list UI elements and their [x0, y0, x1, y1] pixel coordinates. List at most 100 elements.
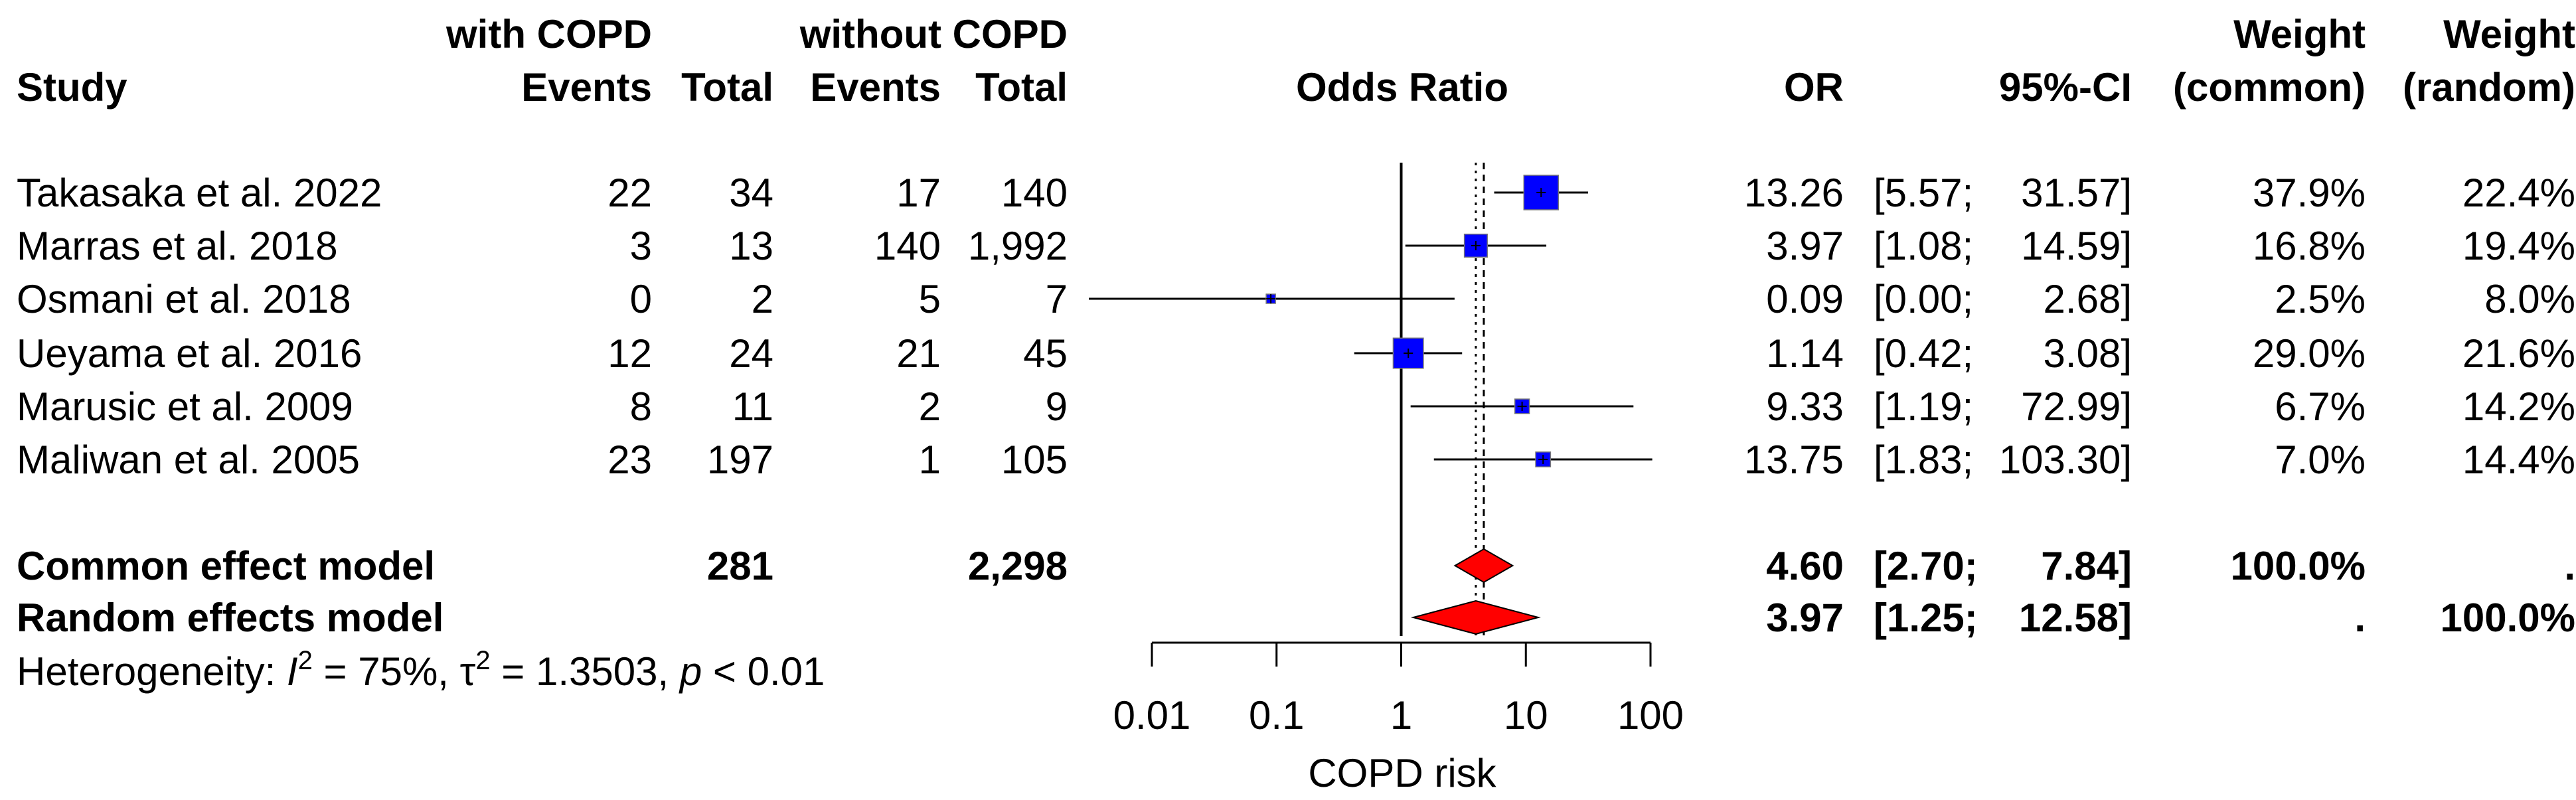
- ci-lower: [1.08;: [1874, 224, 1973, 268]
- events-with: 3: [630, 224, 652, 268]
- pooled-total-without: 2,298: [968, 544, 1068, 588]
- x-axis-label: COPD risk: [1308, 751, 1496, 795]
- weight-random: 14.4%: [2462, 438, 2575, 482]
- weight-common: 29.0%: [2253, 331, 2366, 376]
- events-without: 1: [919, 438, 941, 482]
- pooled-or-value: 3.97: [1766, 596, 1844, 640]
- total-with: 11: [732, 384, 773, 429]
- total-with: 13: [729, 224, 773, 268]
- ci-upper: 3.08]: [2044, 331, 2132, 376]
- events-with: 12: [607, 331, 652, 376]
- header-weight-common-line1: Weight: [2233, 12, 2366, 56]
- total-with: 197: [707, 438, 773, 482]
- x-tick-label: 100: [1617, 693, 1684, 738]
- pooled-weight-common: 100.0%: [2231, 544, 2366, 588]
- study-name: Maliwan et al. 2005: [17, 438, 360, 482]
- total-without: 140: [1001, 171, 1068, 215]
- events-with: 22: [607, 171, 652, 215]
- weight-common: 37.9%: [2253, 171, 2366, 215]
- header-events-without: Events: [810, 65, 941, 110]
- total-without: 7: [1046, 277, 1068, 321]
- header-study: Study: [17, 65, 127, 110]
- events-without: 21: [896, 331, 941, 376]
- total-with: 34: [729, 171, 773, 215]
- study-name: Osmani et al. 2018: [17, 277, 351, 321]
- pooled-weight-random: 100.0%: [2441, 596, 2576, 640]
- study-name: Ueyama et al. 2016: [17, 331, 362, 376]
- study-name: Marusic et al. 2009: [17, 384, 353, 429]
- pooled-ci-lower: [2.70;: [1874, 544, 1978, 588]
- x-tick-label: 1: [1390, 693, 1412, 738]
- header-weight-random: (random): [2403, 65, 2575, 110]
- or-value: 0.09: [1766, 277, 1844, 321]
- or-value: 1.14: [1766, 331, 1844, 376]
- pooled-ci-upper: 12.58]: [2019, 596, 2132, 640]
- header-with-copd: with COPD: [445, 12, 652, 56]
- heterogeneity-text: Heterogeneity: I2 = 75%, τ2 = 1.3503, p …: [17, 646, 825, 694]
- weight-random: 21.6%: [2462, 331, 2575, 376]
- ci-lower: [1.19;: [1874, 384, 1973, 429]
- table-rows: Takasaka et al. 2022 22 34 17 140 13.26 [5.57;…: [17, 171, 2575, 738]
- events-with: 23: [607, 438, 652, 482]
- ci-lower: [5.57;: [1874, 171, 1973, 215]
- weight-common: 2.5%: [2275, 277, 2366, 321]
- pooled-total-with: 281: [707, 544, 773, 588]
- x-tick-label: 0.1: [1249, 693, 1304, 738]
- header-weight-common: (common): [2173, 65, 2366, 110]
- header-ci: 95%-CI: [1999, 65, 2132, 110]
- ci-lower: [0.42;: [1874, 331, 1973, 376]
- pooled-diamond: [1410, 600, 1541, 635]
- weight-random: 22.4%: [2462, 171, 2575, 215]
- events-with: 0: [630, 277, 652, 321]
- or-value: 3.97: [1766, 224, 1844, 268]
- x-tick-label: 0.01: [1113, 693, 1191, 738]
- events-without: 140: [874, 224, 941, 268]
- events-with: 8: [630, 384, 652, 429]
- ci-upper: 14.59]: [2021, 224, 2132, 268]
- ci-upper: 103.30]: [1999, 438, 2132, 482]
- or-value: 9.33: [1766, 384, 1844, 429]
- weight-common: 16.8%: [2253, 224, 2366, 268]
- pooled-diamond: [1453, 548, 1514, 584]
- or-value: 13.26: [1744, 171, 1844, 215]
- ci-lower: [1.83;: [1874, 438, 1973, 482]
- header-without-copd: without COPD: [799, 12, 1068, 56]
- ci-upper: 31.57]: [2021, 171, 2132, 215]
- ci-upper: 2.68]: [2044, 277, 2132, 321]
- weight-common: 7.0%: [2275, 438, 2366, 482]
- study-name: Marras et al. 2018: [17, 224, 338, 268]
- total-without: 1,992: [968, 224, 1068, 268]
- ci-upper: 72.99]: [2021, 384, 2132, 429]
- weight-random: 14.2%: [2462, 384, 2575, 429]
- weight-random: 8.0%: [2484, 277, 2575, 321]
- events-without: 17: [896, 171, 941, 215]
- or-value: 13.75: [1744, 438, 1844, 482]
- pooled-ci-upper: 7.84]: [2041, 544, 2132, 588]
- pooled-weight-random: .: [2564, 544, 2575, 588]
- study-name: Takasaka et al. 2022: [17, 171, 382, 215]
- pooled-ci-lower: [1.25;: [1874, 596, 1978, 640]
- pooled-weight-common: .: [2354, 596, 2366, 640]
- total-without: 9: [1046, 384, 1068, 429]
- ci-lower: [0.00;: [1874, 277, 1973, 321]
- header-weight-random-line1: Weight: [2443, 12, 2575, 56]
- total-with: 2: [752, 277, 773, 321]
- events-without: 2: [919, 384, 941, 429]
- pooled-model-name: Random effects model: [17, 596, 443, 640]
- pooled-model-name: Common effect model: [17, 544, 435, 588]
- header-or: OR: [1784, 65, 1844, 110]
- total-without: 105: [1001, 438, 1068, 482]
- plot-graphics: [1089, 163, 1652, 667]
- weight-common: 6.7%: [2275, 384, 2366, 429]
- events-without: 5: [919, 277, 941, 321]
- header-odds-ratio: Odds Ratio: [1296, 65, 1508, 110]
- header-events-with: Events: [521, 65, 652, 110]
- header-total-without: Total: [975, 65, 1068, 110]
- pooled-or-value: 4.60: [1766, 544, 1844, 588]
- total-without: 45: [1023, 331, 1068, 376]
- header-total-with: Total: [681, 65, 773, 110]
- x-tick-label: 10: [1504, 693, 1548, 738]
- total-with: 24: [729, 331, 773, 376]
- weight-random: 19.4%: [2462, 224, 2575, 268]
